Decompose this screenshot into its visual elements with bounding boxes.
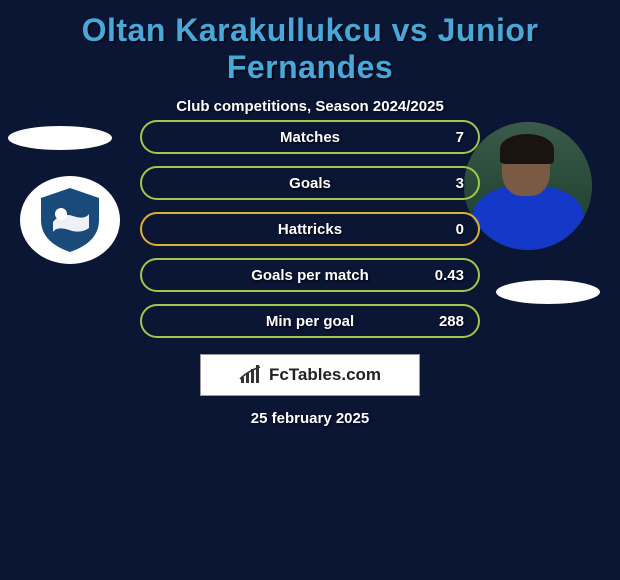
player-photo-right — [464, 122, 592, 250]
left-placeholder-oval — [8, 126, 112, 150]
stat-value-right: 288 — [439, 313, 464, 330]
club-shield-icon — [33, 184, 107, 256]
bar-chart-icon — [239, 365, 263, 385]
branding-box: FcTables.com — [200, 354, 420, 396]
comparison-subtitle: Club competitions, Season 2024/2025 — [0, 98, 620, 115]
stat-value-right: 7 — [456, 129, 464, 146]
stat-row: Goals per match0.43 — [140, 258, 480, 292]
stat-row: Matches7 — [140, 120, 480, 154]
stat-label: Goals per match — [142, 267, 478, 284]
stat-value-right: 3 — [456, 175, 464, 192]
stat-value-right: 0 — [456, 221, 464, 238]
stat-row: Min per goal288 — [140, 304, 480, 338]
branding-text: FcTables.com — [269, 365, 381, 385]
snapshot-date: 25 february 2025 — [0, 410, 620, 427]
club-badge-left — [20, 176, 120, 264]
stat-label: Min per goal — [142, 313, 478, 330]
stat-label: Goals — [142, 175, 478, 192]
stat-label: Hattricks — [142, 221, 478, 238]
stat-row: Hattricks0 — [140, 212, 480, 246]
right-placeholder-oval — [496, 280, 600, 304]
comparison-title: Oltan Karakullukcu vs Junior Fernandes — [0, 0, 620, 86]
stat-value-right: 0.43 — [435, 267, 464, 284]
stat-row: Goals3 — [140, 166, 480, 200]
stat-label: Matches — [142, 129, 478, 146]
stats-container: Matches7Goals3Hattricks0Goals per match0… — [140, 120, 480, 350]
player-hair — [500, 134, 554, 164]
